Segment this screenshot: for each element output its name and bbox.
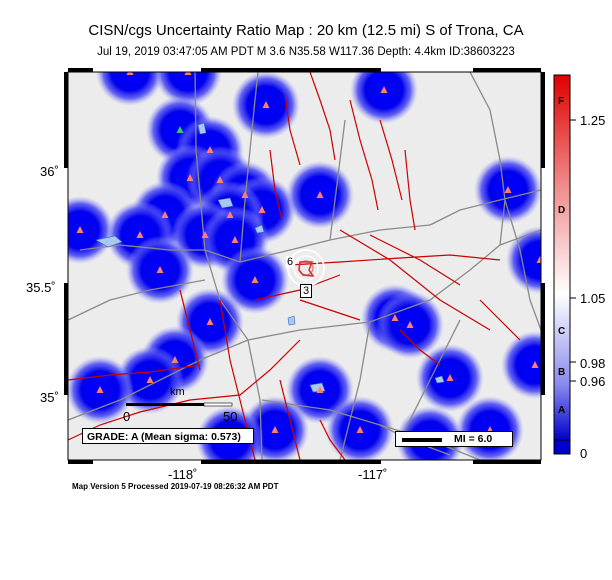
station-marker (186, 174, 194, 181)
contour-label-3: 3 (300, 284, 313, 298)
mi-legend: MI = 6.0 (395, 431, 513, 447)
colorbar-value-0-98: 0.98 (580, 356, 606, 371)
station-glow (96, 72, 164, 106)
station-marker (216, 176, 224, 183)
road-layer (68, 72, 541, 460)
station-marker (241, 191, 249, 198)
station-glow (506, 226, 541, 294)
station-marker (536, 256, 541, 263)
scale-start: 0 (123, 409, 131, 424)
scale-end: 50 (223, 409, 238, 424)
lat-label-36: 36˚ (40, 164, 59, 179)
station-marker (258, 206, 266, 213)
colorbar-value-0-96: 0.96 (580, 374, 606, 389)
lake-layer (95, 122, 445, 393)
colorbar-value-1-05: 1.05 (580, 291, 606, 306)
station-marker (231, 236, 239, 243)
station-marker (161, 211, 169, 218)
colorbar-letter-a: A (558, 405, 566, 416)
station-marker (226, 211, 234, 218)
station-marker (206, 318, 214, 325)
colorbar-value-0: 0 (580, 446, 588, 461)
lat-label-35: 35˚ (40, 390, 59, 405)
station-marker (316, 386, 324, 393)
colorbar-letter-c: C (558, 326, 566, 337)
station-glow (501, 331, 541, 399)
station-marker (156, 266, 164, 273)
grade-label: GRADE: A (Mean sigma: 0.573) (82, 428, 254, 444)
scale-unit: km (170, 386, 185, 398)
station-marker (96, 386, 104, 393)
station-marker (531, 361, 539, 368)
lon-label-118: -118˚ (168, 467, 198, 482)
station-marker (446, 374, 454, 381)
colorbar (553, 74, 576, 455)
colorbar-letter-b: B (558, 367, 566, 378)
mi-legend-bar (402, 438, 442, 442)
station-glow (350, 72, 418, 124)
colorbar-value-1-25: 1.25 (580, 113, 606, 128)
station-marker (271, 426, 279, 433)
station-marker (184, 72, 192, 75)
colorbar-letter-d: D (558, 205, 566, 216)
station-marker (504, 186, 512, 193)
station-marker (380, 86, 388, 93)
station-marker (206, 146, 214, 153)
station-marker (76, 226, 84, 233)
station-marker (316, 191, 324, 198)
colorbar-letter-f: F (558, 96, 565, 107)
map-title: CISN/cgs Uncertainty Ratio Map : 20 km (… (88, 22, 524, 39)
station-marker-layer (76, 72, 541, 443)
station-marker (171, 356, 179, 363)
station-marker (136, 231, 144, 238)
map-frame (64, 68, 545, 464)
station-marker (356, 426, 364, 433)
station-marker (126, 72, 134, 75)
lon-label-117: -117˚ (358, 467, 388, 482)
station-marker (201, 231, 209, 238)
scale-bar (126, 402, 233, 407)
station-marker (251, 276, 259, 283)
map-footer: Map Version 5 Processed 2019-07-19 08:26… (72, 482, 279, 491)
mi-legend-label: MI = 6.0 (454, 433, 493, 445)
station-marker (146, 376, 154, 383)
contour-label-6: 6 (286, 256, 295, 268)
map-subtitle: Jul 19, 2019 03:47:05 AM PDT M 3.6 N35.5… (97, 46, 515, 58)
station-marker (391, 314, 399, 321)
station-marker (406, 321, 414, 328)
station-marker (176, 126, 184, 133)
station-marker (262, 101, 270, 108)
lat-label-35-5: 35.5˚ (26, 280, 56, 295)
